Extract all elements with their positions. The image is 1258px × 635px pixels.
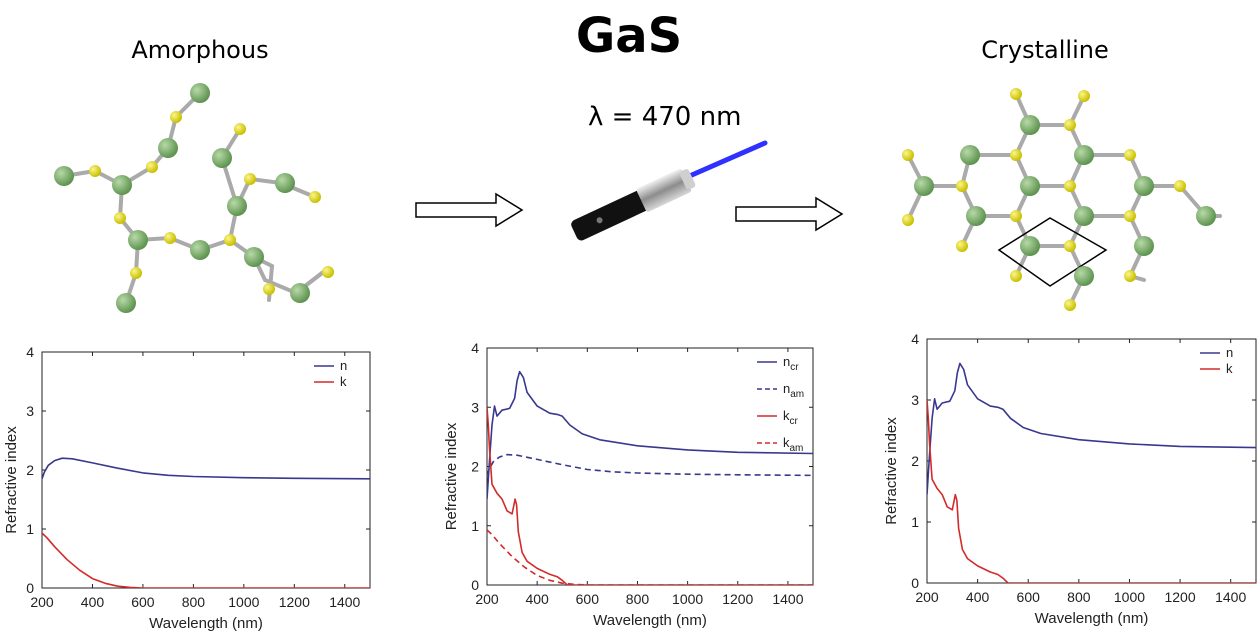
x-tick-label: 600 [576,591,600,607]
x-tick-label: 200 [915,589,939,605]
comparison-refractive-index-chart: 200 400 600 800 1000 1200 1400 0 1 2 3 4 Wavelength … [443,340,814,629]
laser-pointer-icon [571,140,768,241]
x-tick-label: 800 [626,591,650,607]
y-tick-label: 4 [26,344,34,360]
x-tick-label: 200 [30,594,54,610]
plot-area [926,338,1257,584]
series-line-k-cr [487,407,813,585]
y-axis-label: Refractive index [443,422,460,530]
x-tick-label: 1000 [672,591,703,607]
x-tick-label: 600 [131,594,155,610]
series-line-k [42,532,370,588]
amorphous-refractive-index-chart: 200 400 600 800 1000 1200 1400 0 1 2 3 4 Wavelength … [3,344,371,632]
crystalline-refractive-index-chart: 200 400 600 800 1000 1200 1400 0 1 2 3 4 Wavelength … [883,331,1257,627]
legend-label: n [1226,345,1233,360]
x-tick-label: 1000 [228,594,259,610]
y-tick-label: 3 [26,403,34,419]
y-tick-label: 3 [471,399,479,415]
crystalline-label: Crystalline [981,36,1109,64]
y-tick-label: 0 [911,575,919,591]
x-tick-label: 1200 [722,591,753,607]
x-tick-label: 800 [182,594,206,610]
y-tick-label: 2 [911,453,919,469]
x-tick-label: 1200 [279,594,310,610]
amorphous-structure-illustration [54,83,334,313]
x-tick-label: 800 [1067,589,1091,605]
y-tick-label: 0 [26,580,34,596]
wavelength-label: λ = 470 nm [588,102,742,132]
legend-label: k [340,374,347,389]
x-tick-label: 600 [1017,589,1041,605]
y-tick-label: 1 [911,514,919,530]
y-tick-label: 3 [911,392,919,408]
y-axis-label: Refractive index [3,426,20,534]
y-tick-label: 1 [471,518,479,534]
y-tick-label: 4 [471,340,479,356]
x-tick-label: 1200 [1164,589,1195,605]
plot-area [41,351,371,589]
x-tick-label: 1400 [772,591,803,607]
x-tick-label: 400 [966,589,990,605]
x-tick-label: 1400 [329,594,360,610]
series-line-n-cr [487,370,813,500]
x-axis-label: Wavelength (nm) [593,612,707,629]
x-axis-label: Wavelength (nm) [149,615,263,632]
x-tick-label: 400 [525,591,549,607]
x-tick-label: 1400 [1215,589,1246,605]
series-line-k-am [487,529,813,585]
y-axis-label: Refractive index [883,417,900,525]
y-tick-label: 0 [471,577,479,593]
series-line-n [927,362,1256,495]
plot-area [486,347,814,586]
y-tick-label: 2 [26,462,34,478]
x-tick-label: 400 [81,594,105,610]
arrow-right-icon [735,196,844,232]
series-line-n [42,457,370,480]
x-tick-label: 200 [475,591,499,607]
y-tick-label: 4 [911,331,919,347]
series-line-k [927,399,1256,583]
figure-title: GaS [575,8,683,64]
x-tick-label: 1000 [1114,589,1145,605]
legend-label: k [1226,361,1233,376]
y-tick-label: 2 [471,459,479,475]
arrow-right-icon [415,192,524,228]
y-tick-label: 1 [26,521,34,537]
legend-label: n [340,358,347,373]
crystalline-structure-illustration [902,88,1222,311]
series-line-n-am [487,453,813,477]
x-axis-label: Wavelength (nm) [1035,610,1149,627]
amorphous-label: Amorphous [131,36,269,64]
